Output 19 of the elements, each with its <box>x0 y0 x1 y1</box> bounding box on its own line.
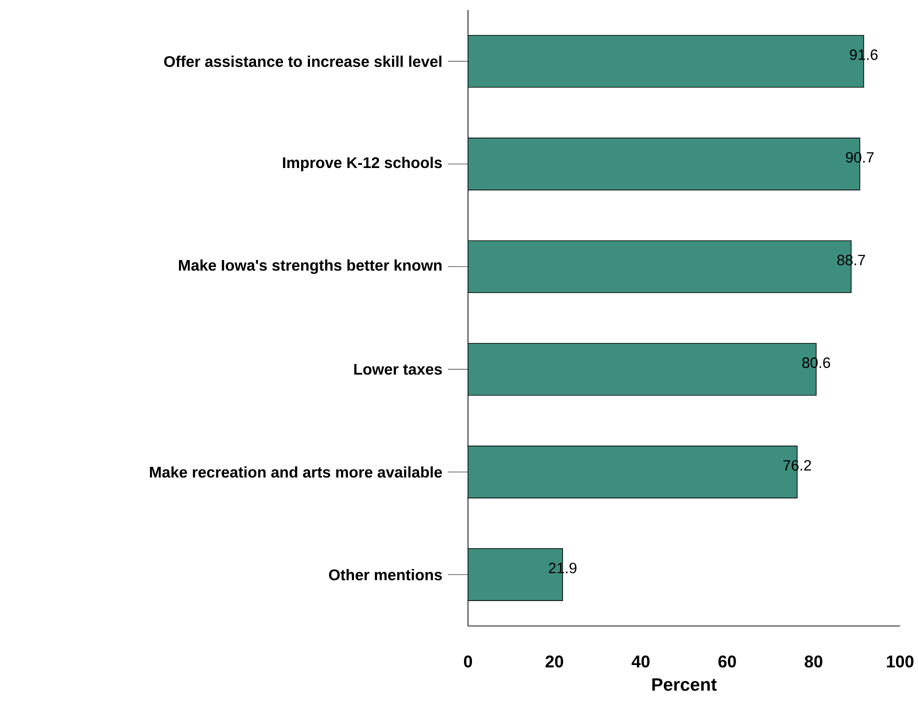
x-tick-label: 0 <box>464 656 472 668</box>
data-label: 90.7 <box>846 152 874 163</box>
y-tick-label: Improve K-12 schools <box>283 156 442 172</box>
x-tick-label: 80 <box>804 656 822 668</box>
y-tick-label: Offer assistance to increase skill level <box>164 56 442 68</box>
x-tick-label: 40 <box>632 656 650 668</box>
y-tick-label: Lower taxes <box>354 364 442 375</box>
y-tick-label: Make recreation and arts more available <box>150 466 442 478</box>
x-tick-label: 20 <box>546 656 564 668</box>
x-tick-label: 100 <box>886 656 914 668</box>
y-tick-label: Other mentions <box>329 568 442 580</box>
data-label: 21.9 <box>548 562 576 574</box>
data-label: 76.2 <box>783 460 811 471</box>
data-label: 91.6 <box>850 49 878 60</box>
x-tick-label: 60 <box>718 656 736 668</box>
data-label: 88.7 <box>837 254 865 266</box>
x-axis-title: Percent <box>652 678 717 691</box>
y-tick-label: Make Iowa's strengths better known <box>178 259 442 274</box>
data-label: 80.6 <box>802 357 830 368</box>
